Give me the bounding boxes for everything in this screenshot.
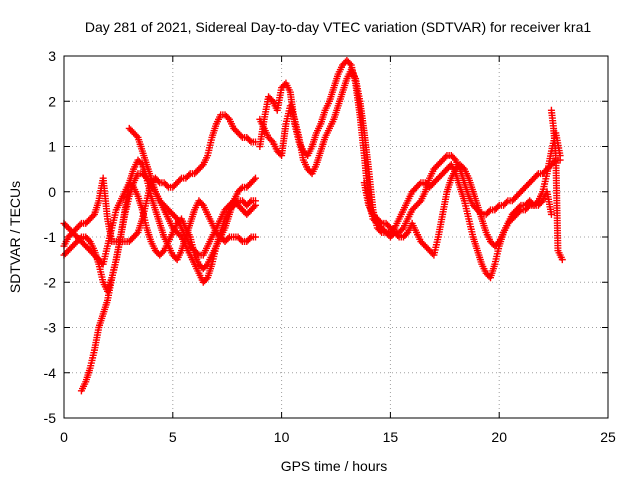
- x-tick-label: 0: [60, 429, 68, 445]
- chart-title: Day 281 of 2021, Sidereal Day-to-day VTE…: [85, 19, 591, 35]
- x-tick-label: 5: [169, 429, 177, 445]
- interpolated-point: [485, 207, 493, 215]
- interpolated-point: [250, 203, 258, 211]
- data-points: [60, 57, 566, 395]
- interpolated-point: [376, 218, 384, 226]
- y-axis-label: SDTVAR / TECUs: [7, 181, 23, 293]
- data-point: [251, 233, 259, 241]
- interpolated-point: [237, 132, 245, 140]
- y-tick-label: 0: [48, 184, 56, 200]
- series-trace-h: [360, 161, 555, 259]
- y-tick-label: 2: [48, 93, 56, 109]
- y-tick-label: -2: [44, 274, 57, 290]
- y-tick-label: -5: [44, 410, 57, 426]
- data-point: [251, 201, 259, 209]
- interpolated-point: [176, 176, 184, 184]
- interpolated-point: [537, 198, 545, 206]
- interpolated-point: [376, 227, 384, 235]
- x-tick-label: 20: [491, 429, 507, 445]
- y-tick-label: 3: [48, 48, 56, 64]
- interpolated-point: [193, 250, 201, 258]
- interpolated-point: [159, 248, 167, 256]
- interpolated-point: [202, 262, 210, 270]
- interpolated-point: [394, 231, 402, 239]
- interpolated-point: [137, 159, 145, 167]
- interpolated-point: [398, 225, 406, 233]
- interpolated-point: [163, 182, 171, 190]
- interpolated-point: [346, 60, 354, 68]
- y-tick-label: -4: [44, 365, 57, 381]
- y-tick-label: -3: [44, 320, 57, 336]
- series-trace-i: [547, 106, 566, 264]
- interpolated-point: [89, 212, 97, 220]
- interpolated-point: [224, 114, 232, 122]
- x-axis-label: GPS time / hours: [281, 458, 388, 474]
- interpolated-point: [415, 180, 423, 188]
- interpolated-point: [202, 275, 210, 283]
- interpolated-point: [533, 171, 541, 179]
- interpolated-point: [516, 203, 524, 211]
- interpolated-point: [415, 198, 423, 206]
- interpolated-point: [154, 177, 162, 185]
- interpolated-point: [494, 203, 502, 211]
- interpolated-point: [133, 132, 141, 140]
- data-point: [547, 210, 555, 218]
- interpolated-point: [85, 236, 93, 244]
- interpolated-point: [246, 198, 254, 206]
- axis-ticks: 0 5 10 15 20 25 -5 -4 -3 -2 -1 0 1 2 3: [44, 48, 616, 445]
- interpolated-point: [459, 164, 467, 172]
- interpolated-point: [237, 236, 245, 244]
- interpolated-point: [267, 96, 275, 104]
- interpolated-point: [224, 235, 232, 243]
- interpolated-point: [198, 162, 206, 170]
- interpolated-point: [198, 200, 206, 208]
- interpolated-point: [237, 185, 245, 193]
- interpolated-point: [529, 200, 537, 208]
- y-tick-label: -1: [44, 229, 57, 245]
- interpolated-point: [442, 153, 450, 161]
- series-trace-g: [256, 66, 564, 282]
- interpolated-point: [133, 230, 141, 238]
- interpolated-point: [246, 136, 254, 144]
- interpolated-point: [502, 198, 510, 206]
- plot-frame: [63, 55, 609, 419]
- interpolated-point: [172, 213, 180, 221]
- interpolated-point: [185, 171, 193, 179]
- data-point: [558, 256, 566, 264]
- interpolated-point: [267, 136, 275, 144]
- interpolated-point: [246, 235, 254, 243]
- y-tick-label: 1: [48, 139, 56, 155]
- x-tick-label: 10: [274, 429, 290, 445]
- interpolated-point: [76, 235, 84, 243]
- data-point: [251, 174, 259, 182]
- series-trace-a: [60, 111, 259, 250]
- interpolated-point: [250, 176, 258, 184]
- interpolated-point: [76, 221, 84, 229]
- interpolated-point: [176, 231, 184, 239]
- x-tick-label: 15: [383, 429, 399, 445]
- x-tick-label: 25: [600, 429, 616, 445]
- interpolated-point: [450, 155, 458, 163]
- interpolated-point: [494, 239, 502, 247]
- interpolated-point: [402, 230, 410, 238]
- series-trace-e: [125, 124, 259, 259]
